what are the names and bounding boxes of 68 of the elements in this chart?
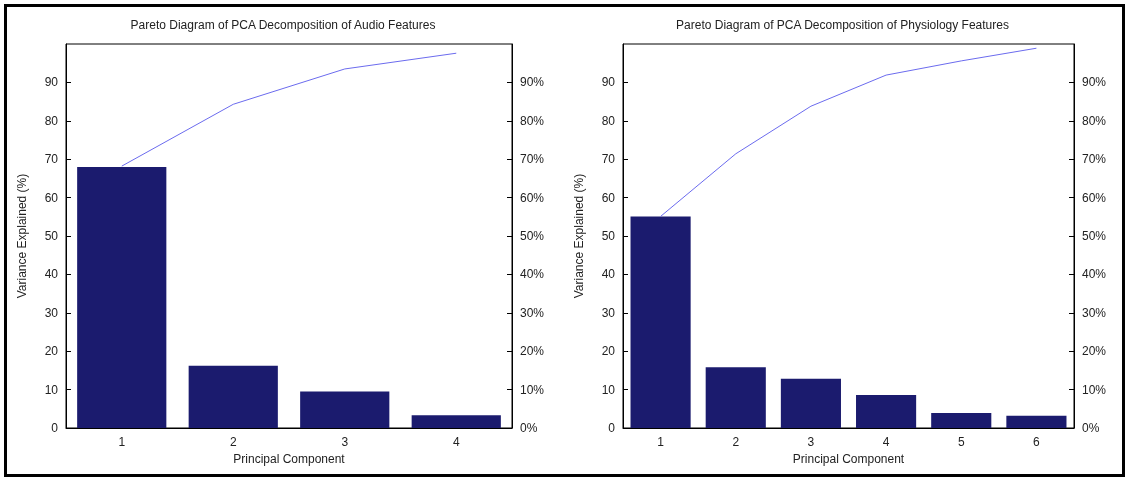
y-tick-label: 40 — [44, 267, 59, 282]
y2-tick-label: 40% — [520, 267, 545, 282]
y-tick-label: 50 — [44, 229, 59, 243]
x-tick-label: 3 — [807, 435, 815, 449]
x-tick-label: 6 — [1033, 435, 1041, 449]
x-tick-label: 3 — [341, 435, 349, 449]
y-tick-label: 50 — [601, 229, 616, 243]
bar — [77, 166, 167, 428]
y-tick-label: 40 — [601, 267, 616, 282]
y2-tick-label: 20% — [520, 344, 545, 359]
chart-title: Pareto Diagram of PCA Decomposition of Audio Features — [130, 18, 436, 32]
x-tick-label: 1 — [657, 435, 665, 449]
y2-tick-label: 90% — [520, 75, 545, 90]
x-tick-label: 2 — [732, 435, 740, 449]
y-tick-label: 10 — [44, 382, 59, 397]
y-tick-label: 0 — [51, 421, 59, 435]
bar — [188, 365, 278, 428]
y2-tick-label: 70% — [1082, 152, 1107, 167]
y2-tick-label: 30% — [1082, 305, 1107, 320]
bar — [705, 367, 766, 428]
y-tick-label: 30 — [601, 305, 616, 320]
y2-tick-label: 70% — [520, 152, 545, 167]
y2-tick-label: 80% — [1082, 113, 1107, 128]
y2-tick-label: 50% — [1082, 229, 1107, 243]
y2-tick-label: 20% — [1082, 344, 1107, 359]
bar — [780, 378, 841, 428]
bar — [630, 216, 691, 428]
x-tick-label: 4 — [882, 435, 890, 449]
y2-tick-label: 0% — [520, 421, 538, 435]
bar — [1006, 415, 1067, 428]
x-axis-title: Principal Component — [233, 451, 346, 466]
bar — [931, 413, 992, 428]
y-tick-label: 90 — [44, 75, 59, 90]
y2-tick-label: 60% — [520, 190, 545, 205]
y-tick-label: 80 — [44, 113, 59, 128]
y-tick-label: 20 — [601, 344, 616, 359]
bar — [856, 394, 917, 428]
y-axis-title: Variance Explained (%) — [572, 173, 586, 299]
y2-tick-label: 50% — [520, 229, 545, 243]
y2-tick-label: 60% — [1082, 190, 1107, 205]
x-tick-label: 1 — [118, 435, 126, 449]
y2-tick-label: 80% — [520, 113, 545, 128]
y-tick-label: 20 — [44, 344, 59, 359]
y-tick-label: 90 — [601, 75, 616, 90]
y2-tick-label: 10% — [1082, 382, 1107, 397]
chart-title: Pareto Diagram of PCA Decomposition of Physiology Features — [676, 18, 1009, 32]
y2-tick-label: 10% — [520, 382, 545, 397]
y-tick-label: 80 — [601, 113, 616, 128]
bar — [411, 415, 501, 428]
y2-tick-label: 0% — [1082, 421, 1100, 435]
x-tick-label: 5 — [957, 435, 965, 449]
y2-tick-label: 40% — [1082, 267, 1107, 282]
y-tick-label: 0 — [608, 421, 616, 435]
y-tick-label: 10 — [601, 382, 616, 397]
y2-tick-label: 90% — [1082, 75, 1107, 90]
x-tick-label: 4 — [452, 435, 460, 449]
y-tick-label: 60 — [44, 190, 59, 205]
line-series — [660, 47, 1037, 217]
y2-tick-label: 30% — [520, 305, 545, 320]
x-tick-label: 2 — [229, 435, 237, 449]
x-axis-title: Principal Component — [792, 451, 905, 466]
y-tick-label: 70 — [44, 152, 59, 167]
y-axis-title: Variance Explained (%) — [15, 173, 29, 299]
line-series — [121, 52, 457, 167]
bar — [300, 391, 390, 428]
y-tick-label: 30 — [44, 305, 59, 320]
y-tick-label: 70 — [601, 152, 616, 167]
y-tick-label: 60 — [601, 190, 616, 205]
